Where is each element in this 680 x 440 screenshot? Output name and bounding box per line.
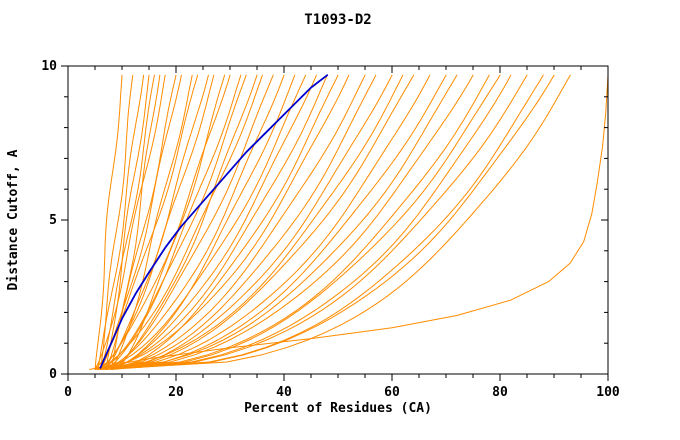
model-curve [97, 74, 307, 370]
model-curve [110, 74, 447, 370]
model-curve [99, 74, 328, 370]
model-curve [110, 74, 339, 370]
y-tick-label: 5 [49, 213, 57, 228]
model-curve [99, 74, 431, 370]
model-curve [94, 74, 123, 370]
model-curve [99, 74, 377, 370]
highlight-curve [99, 74, 329, 369]
model-curve [97, 74, 512, 370]
model-curve [105, 74, 528, 370]
x-tick-label: 20 [168, 385, 184, 400]
model-curve [105, 74, 150, 370]
model-curve [110, 74, 193, 370]
model-curve [110, 74, 258, 370]
chart-title: T1093-D2 [304, 12, 371, 28]
x-axis-label: Percent of Residues (CA) [244, 401, 432, 416]
model-curve [105, 74, 317, 370]
model-curve [99, 74, 247, 370]
model-curve [99, 74, 490, 370]
axes-layer: 0 20 40 60 80 100 0 5 10 [41, 59, 620, 400]
x-tick-label: 100 [596, 385, 620, 400]
y-tick-label: 0 [49, 367, 57, 382]
tick-layer: 0 20 40 60 80 100 0 5 10 [41, 59, 620, 400]
model-curve [97, 74, 231, 370]
model-curve [94, 74, 458, 370]
model-curve [110, 74, 555, 370]
x-tick-label: 60 [384, 385, 400, 400]
model-curve [105, 74, 474, 370]
model-curve [99, 74, 285, 370]
model-curve [97, 74, 145, 370]
model-curve [102, 74, 571, 370]
model-curve [110, 74, 393, 370]
x-tick-label: 40 [276, 385, 292, 400]
model-curve [105, 74, 366, 370]
model-curve [99, 74, 182, 370]
model-curve [94, 74, 350, 370]
label-layer: T1093-D2 Percent of Residues (CA) Distan… [6, 12, 432, 416]
model-curve [94, 74, 166, 370]
model-curve [99, 74, 544, 370]
model-curve [110, 74, 501, 370]
model-curve [94, 74, 263, 370]
y-tick-label: 10 [41, 59, 57, 74]
series-layer [89, 74, 609, 370]
model-curve [97, 74, 404, 370]
model-curve [105, 74, 415, 370]
model-curve [105, 74, 274, 370]
x-tick-label: 0 [64, 385, 72, 400]
y-axis-label: Distance Cutoff, A [6, 149, 21, 290]
model-curve [99, 74, 215, 370]
x-tick-label: 80 [492, 385, 508, 400]
model-curve [99, 74, 155, 370]
outlier-curve [89, 74, 609, 370]
